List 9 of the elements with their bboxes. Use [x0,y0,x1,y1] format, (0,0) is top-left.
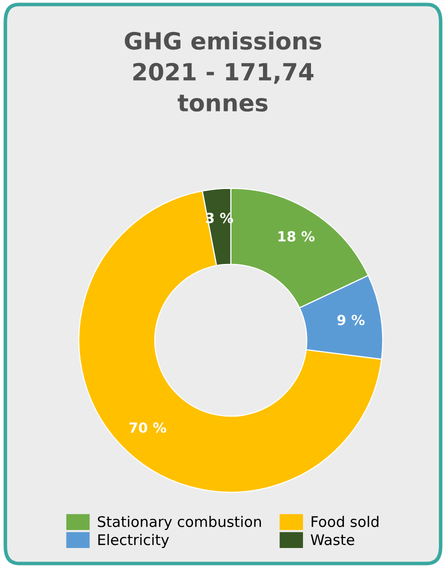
legend-label: Stationary combustion [98,516,261,530]
chart-title: GHG emissions 2021 - 171,74 tonnes [124,31,322,112]
legend-label: Electricity [98,534,169,548]
donut-slice [78,190,382,493]
data-label: 70 % [129,422,166,433]
legend-label: Food sold [312,516,378,528]
legend-label: Waste [310,534,354,546]
data-label: 9 % [337,314,365,326]
data-label: 18 % [278,231,315,242]
